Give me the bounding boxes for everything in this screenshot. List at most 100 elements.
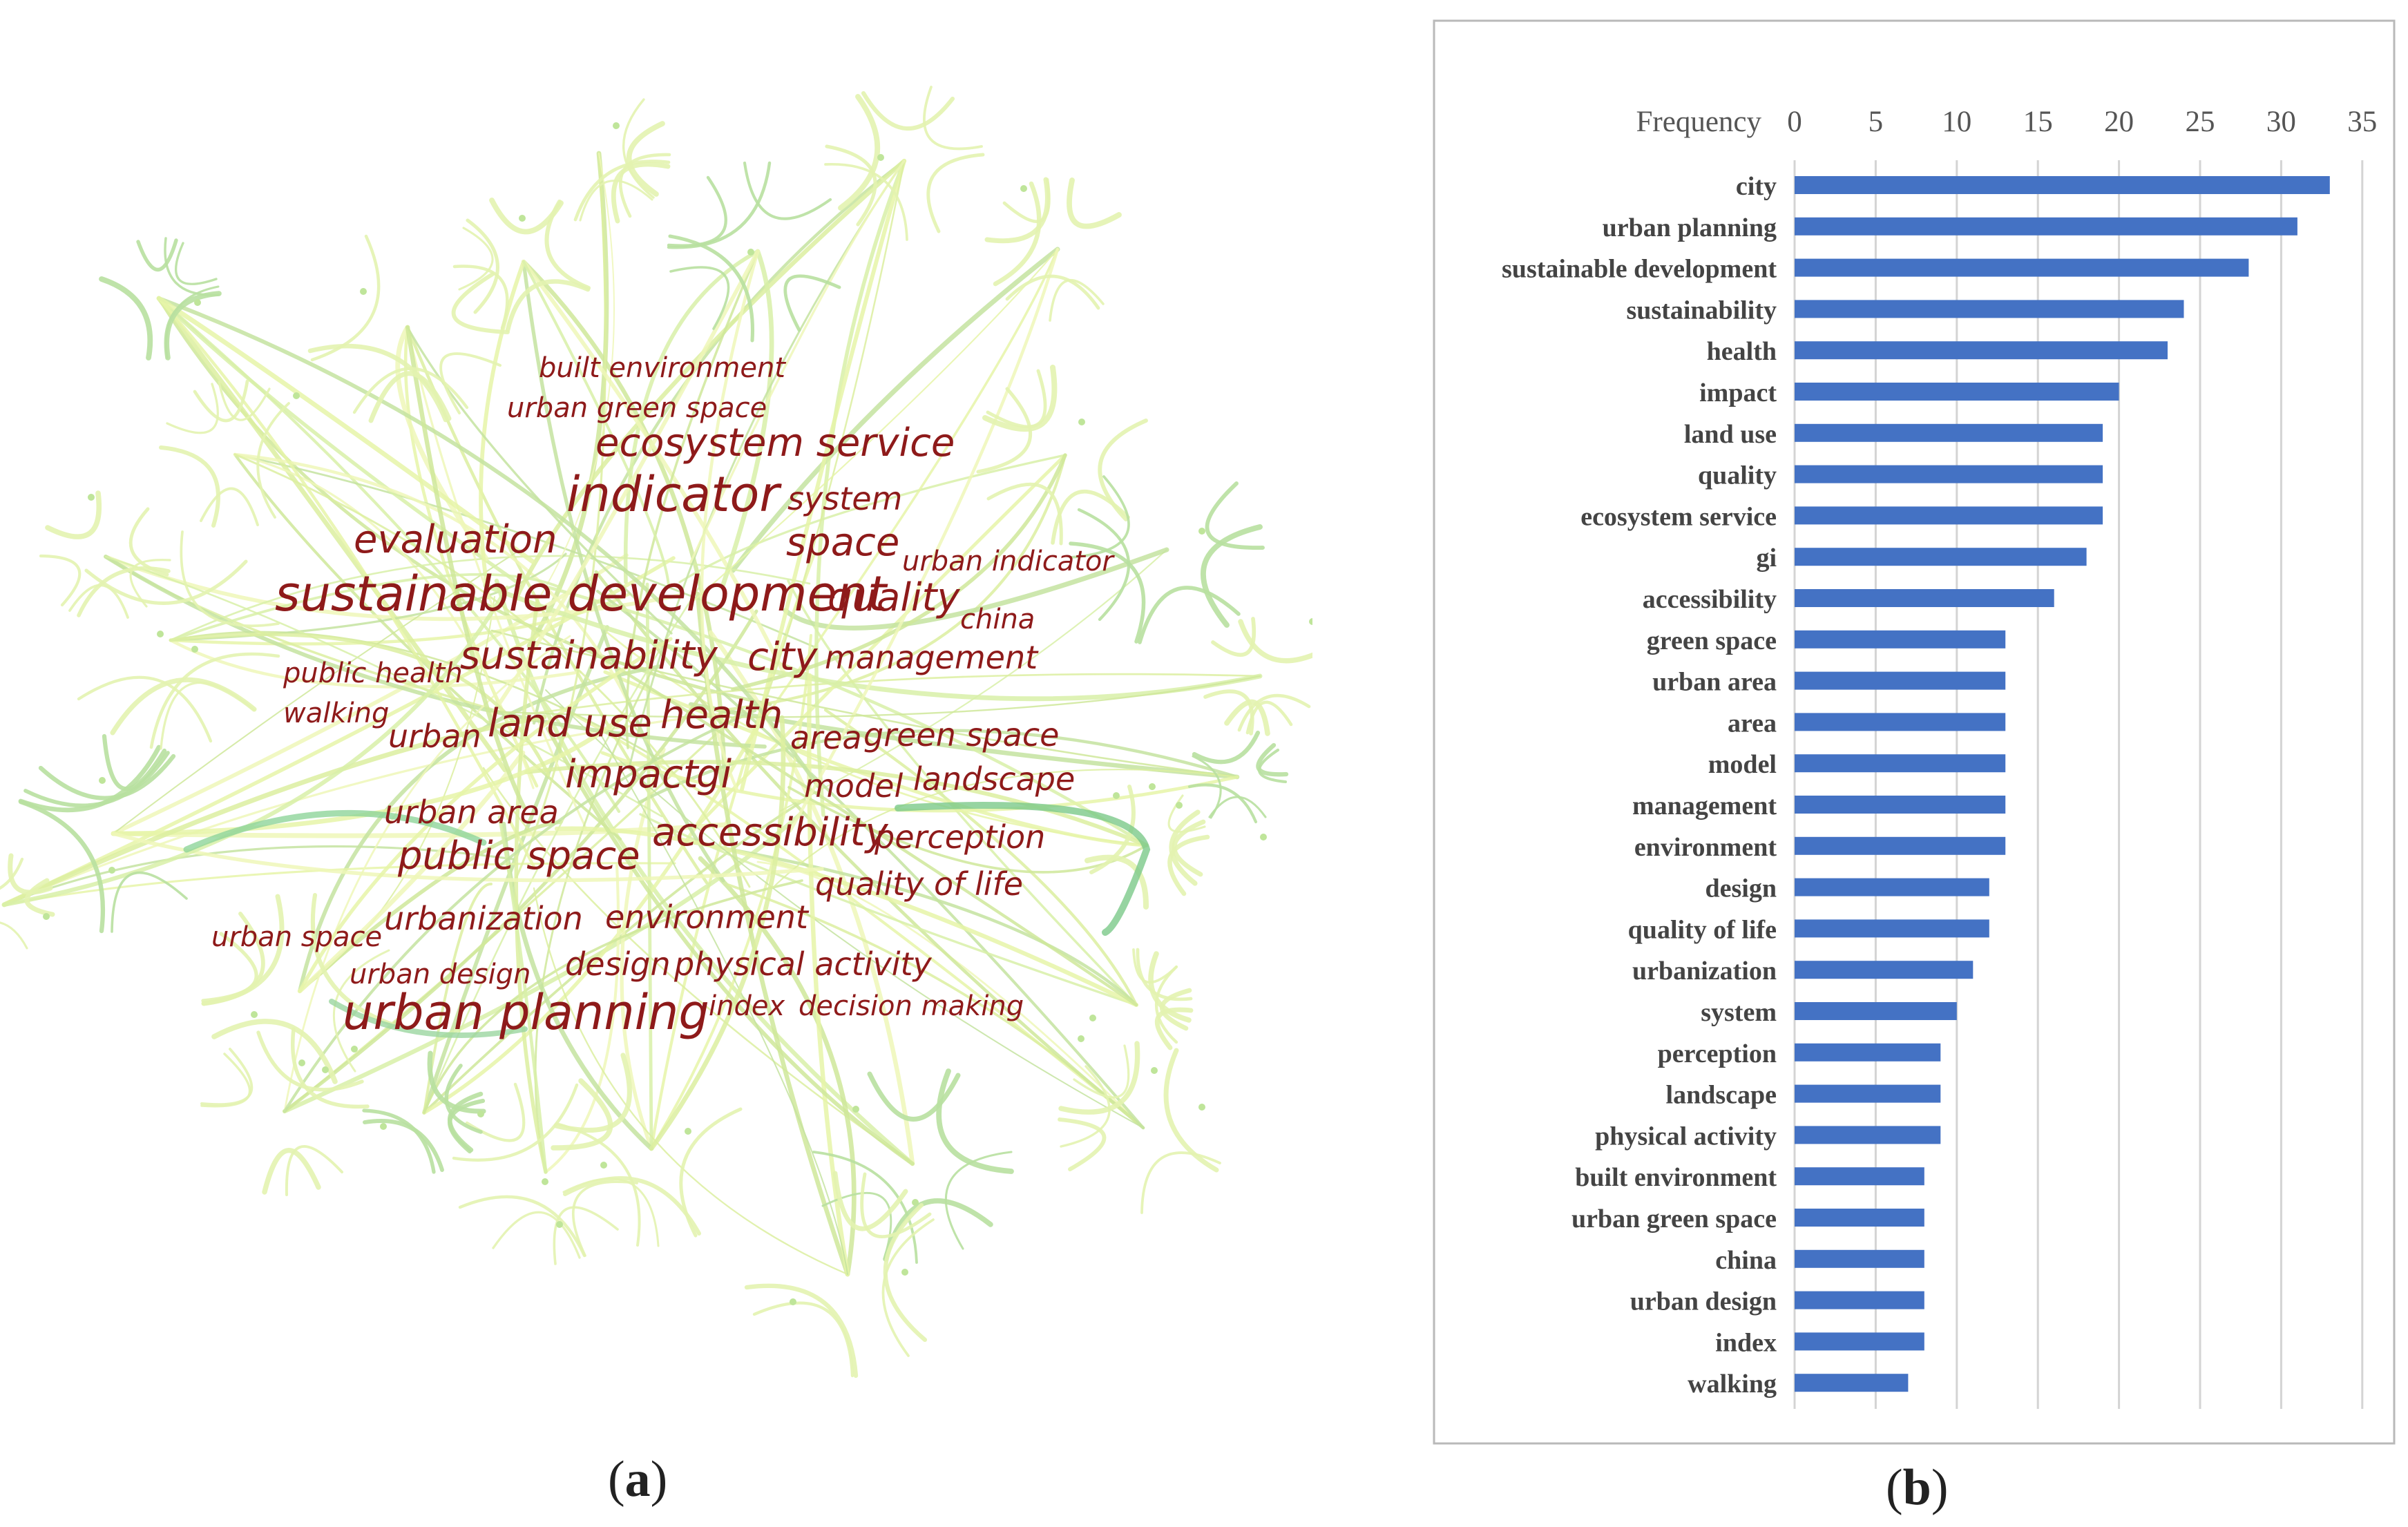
network-cluster-link — [1256, 742, 1289, 777]
chart-gridlines — [1793, 160, 2364, 1409]
bar — [1795, 589, 2054, 607]
network-link — [742, 248, 1059, 751]
network-cluster-link — [1224, 699, 1270, 736]
network-cluster-link — [1069, 541, 1146, 644]
category-label: china — [1715, 1246, 1777, 1275]
network-cluster-link — [368, 371, 452, 423]
network-cluster-link — [362, 1108, 436, 1174]
network-cluster-link — [626, 121, 665, 197]
word-cloud-term: public space — [397, 834, 640, 878]
network-cluster-link — [1208, 796, 1267, 818]
word-cloud-term: land use — [488, 701, 652, 746]
network-link — [157, 296, 536, 869]
network-cluster-link — [744, 1283, 859, 1379]
network-cluster-link — [307, 343, 448, 423]
network-cluster-link — [458, 227, 494, 291]
x-tick-label: 15 — [2023, 106, 2053, 138]
network-cluster-link — [860, 1172, 932, 1239]
network-cluster-link — [39, 554, 82, 607]
network-cluster-link — [976, 387, 1033, 474]
network-link — [731, 453, 1067, 691]
network-link — [814, 159, 906, 817]
network-links — [0, 86, 1312, 1379]
network-link — [104, 555, 767, 749]
network-cluster-link — [310, 234, 381, 362]
network-link — [3, 845, 515, 906]
network-link — [111, 712, 628, 836]
word-cloud-term: area — [790, 719, 862, 756]
word-cloud-term: urban design — [350, 959, 531, 990]
x-tick-label: 25 — [2186, 106, 2215, 138]
bar — [1795, 217, 2297, 236]
word-cloud-term: physical activity — [673, 945, 933, 983]
network-link — [3, 707, 774, 906]
category-label: quality — [1698, 461, 1777, 490]
network-cluster-link — [451, 272, 510, 334]
network-node — [1198, 1104, 1205, 1111]
network-cluster-link — [175, 242, 218, 285]
bar — [1795, 1374, 1909, 1392]
network-cluster-link — [1069, 475, 1130, 559]
network-cluster-link — [1159, 988, 1192, 1031]
network-link — [233, 452, 622, 841]
word-cloud-term: gi — [696, 752, 732, 797]
network-link — [169, 573, 562, 642]
network-link — [591, 651, 1138, 1007]
word-cloud-term: accessibility — [652, 810, 888, 855]
category-label: design — [1705, 874, 1777, 903]
bar — [1795, 176, 2330, 194]
word-cloud-term: quality of life — [815, 865, 1023, 903]
network-cluster-link — [812, 1151, 918, 1264]
network-cluster-link — [452, 265, 509, 330]
chart-category-labels: city urban planning sustainable developmen… — [1502, 172, 1777, 1399]
network-cluster-link — [285, 1144, 343, 1196]
category-label: urbanization — [1632, 957, 1777, 986]
network-node — [322, 1066, 329, 1073]
word-cloud-term: quality — [828, 575, 960, 620]
network-cluster-link — [1237, 693, 1311, 732]
network-cluster-link — [553, 1206, 619, 1265]
word-cloud-term: management — [825, 639, 1039, 676]
bar — [1795, 878, 1989, 896]
network-node — [901, 1269, 908, 1276]
network-cluster-link — [111, 871, 188, 933]
network-link — [533, 887, 849, 1276]
network-cluster-link — [551, 1078, 613, 1151]
bar — [1795, 630, 2006, 649]
category-label: gi — [1756, 544, 1777, 573]
network-link — [639, 813, 1138, 1006]
bar — [1795, 1043, 1941, 1062]
network-link — [488, 675, 1261, 718]
bar — [1795, 258, 2249, 277]
word-cloud-term: urban indicator — [902, 546, 1115, 577]
bar — [1795, 383, 2119, 401]
network-cluster-link — [465, 1082, 526, 1142]
network-link — [689, 160, 906, 564]
network-node — [877, 154, 884, 161]
bar — [1795, 754, 2006, 773]
network-node — [477, 1111, 484, 1117]
network-cluster-link — [200, 1048, 254, 1106]
network-link — [298, 637, 673, 993]
network-cluster-link — [99, 276, 153, 361]
network-strong-link — [329, 999, 528, 1038]
bar — [1795, 1332, 1924, 1351]
network-cluster-link — [77, 566, 171, 617]
word-cloud-term: green space — [863, 716, 1059, 753]
network-link — [233, 453, 818, 649]
network-link — [678, 454, 1067, 584]
network-node — [1089, 1015, 1096, 1021]
network-node — [194, 299, 201, 306]
network-cluster-link — [1005, 274, 1100, 310]
network-cluster-link — [563, 1176, 701, 1236]
network-cluster-link — [18, 745, 162, 813]
word-cloud-term: urban area — [384, 794, 559, 831]
network-cluster-link — [200, 1053, 251, 1108]
network-cluster-link — [1172, 819, 1206, 877]
network-link — [423, 798, 806, 1114]
network-cluster-link — [77, 675, 213, 743]
bar — [1795, 1002, 1957, 1020]
network-cluster-link — [1205, 481, 1265, 550]
word-cloud-term: impact — [565, 752, 700, 797]
network-cluster-link — [18, 799, 106, 934]
